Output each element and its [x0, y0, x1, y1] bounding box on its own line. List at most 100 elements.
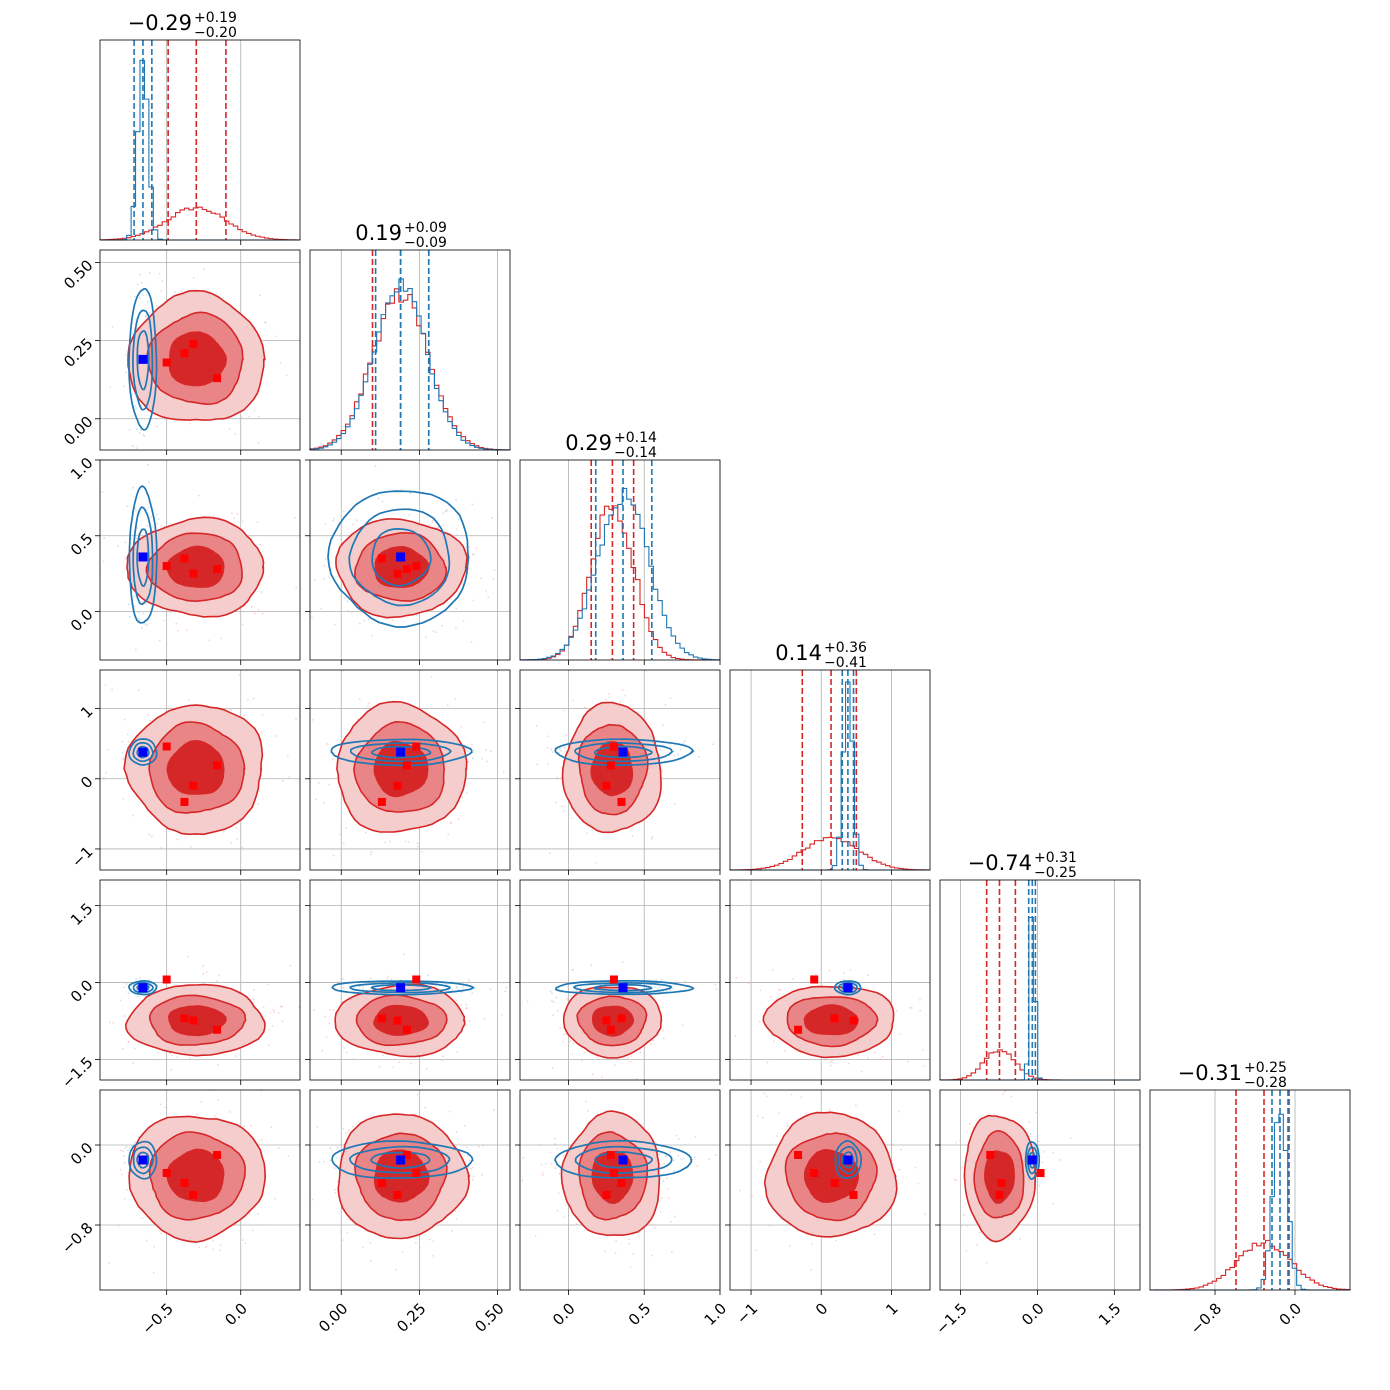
scatter-point: [145, 1239, 148, 1242]
scatter-point: [123, 1014, 126, 1017]
scatter-point: [137, 611, 140, 614]
scatter-point: [362, 986, 364, 989]
red-contour-2: [166, 740, 225, 795]
red-marker: [609, 742, 618, 751]
scatter-point: [540, 1163, 543, 1166]
panel-title-sup-0: +0.19: [194, 10, 237, 26]
scatter-point: [680, 1158, 683, 1161]
scatter-point: [511, 752, 513, 754]
scatter-point: [466, 750, 469, 753]
scatter-point: [735, 977, 738, 979]
scatter-point: [141, 600, 144, 603]
scatter-point: [955, 1141, 958, 1144]
red-marker: [986, 1151, 995, 1159]
scatter-point: [112, 1022, 115, 1024]
scatter-point: [576, 1223, 579, 1226]
y-tick-label: −1: [68, 843, 96, 871]
scatter-point: [466, 1007, 469, 1009]
contour-layer: [953, 1090, 1072, 1264]
scatter-point: [240, 416, 243, 418]
scatter-point: [661, 1029, 664, 1032]
scatter-point: [909, 1006, 911, 1009]
scatter-point: [714, 984, 717, 986]
panel-frame: [309, 459, 511, 661]
scatter-point: [212, 1248, 214, 1251]
scatter-point: [489, 750, 492, 752]
scatter-point: [134, 1141, 136, 1144]
scatter-point: [1034, 1146, 1037, 1149]
panel-title-sup-4: +0.31: [1034, 850, 1077, 866]
scatter-point: [669, 989, 671, 991]
scatter-point: [324, 522, 327, 525]
scatter-point: [554, 1167, 557, 1170]
scatter-point: [141, 294, 144, 296]
red-marker: [412, 975, 421, 984]
scatter-point: [619, 701, 622, 704]
scatter-point: [205, 971, 208, 974]
panel-frame: [309, 669, 511, 871]
scatter-point: [428, 1238, 431, 1241]
scatter-point: [145, 316, 147, 318]
red-marker: [606, 1025, 615, 1034]
scatter-point: [601, 1076, 603, 1078]
scatter-point: [152, 1058, 154, 1061]
scatter-point: [278, 1147, 280, 1149]
scatter-point: [295, 586, 298, 589]
scatter-point: [650, 1254, 653, 1257]
scatter-point: [581, 1059, 584, 1062]
scatter-point: [650, 838, 653, 840]
scatter-point: [421, 851, 423, 853]
scatter-point: [590, 964, 593, 967]
scatter-point: [74, 727, 76, 729]
scatter-point: [900, 1148, 902, 1151]
scatter-point: [712, 743, 714, 746]
scatter-point: [175, 622, 178, 625]
scatter-point: [236, 513, 239, 515]
contour-layer: [511, 689, 714, 864]
red-marker: [602, 1016, 611, 1025]
scatter-point: [1043, 1150, 1046, 1153]
scatter-point: [562, 809, 565, 812]
scatter-point: [219, 1249, 221, 1252]
scatter-point: [448, 1110, 451, 1113]
scatter-point: [768, 1224, 771, 1227]
scatter-point: [547, 735, 550, 738]
red-contour-2: [374, 545, 430, 589]
scatter-point: [358, 698, 361, 700]
scatter-point: [659, 748, 662, 751]
scatter-point: [288, 776, 291, 779]
scatter-point: [342, 1127, 345, 1130]
scatter-point: [556, 1147, 559, 1150]
scatter-point: [189, 1057, 192, 1059]
scatter-point: [331, 1149, 334, 1152]
contour-layer: [526, 961, 718, 1080]
scatter-point: [403, 953, 406, 956]
panel-frame: [1149, 1089, 1351, 1291]
scatter-point: [1010, 1095, 1013, 1098]
scatter-point: [401, 1251, 404, 1254]
scatter-point: [550, 1162, 553, 1165]
red-marker: [849, 1016, 858, 1025]
scatter-point: [555, 801, 558, 804]
blue-marker: [618, 983, 628, 993]
scatter-point: [1035, 1181, 1038, 1183]
scatter-point: [818, 981, 821, 984]
scatter-point: [622, 689, 624, 691]
scatter-point: [264, 321, 267, 324]
red-marker: [377, 554, 386, 563]
y-tick-label: 0.25: [60, 334, 96, 370]
scatter-point: [158, 639, 161, 642]
scatter-point: [424, 636, 427, 638]
panel-title-4: −0.74: [968, 851, 1032, 875]
scatter-point: [128, 429, 131, 432]
red-marker: [412, 742, 421, 751]
scatter-point: [121, 1173, 124, 1176]
scatter-point: [161, 280, 164, 282]
scatter-point: [1052, 1152, 1054, 1154]
scatter-point: [1069, 1137, 1072, 1140]
y-tick-label: 0: [77, 773, 96, 792]
blue-contour-2: [128, 287, 158, 431]
scatter-point: [538, 1144, 541, 1147]
scatter-point: [455, 1130, 458, 1133]
scatter-point: [563, 746, 566, 749]
